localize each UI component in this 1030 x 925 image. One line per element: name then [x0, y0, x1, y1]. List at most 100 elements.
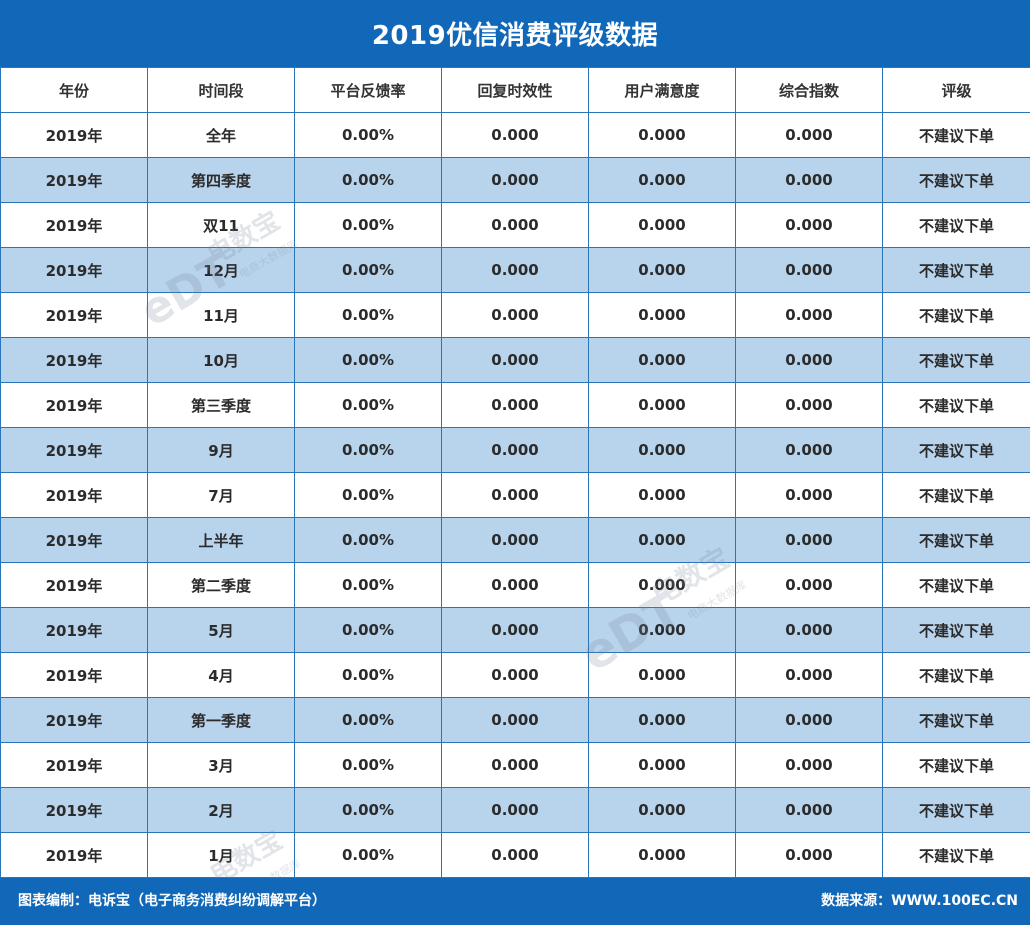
table-cell: 0.000	[735, 652, 883, 698]
table-cell: 0.000	[588, 157, 736, 203]
table-cell: 0.00%	[294, 787, 442, 833]
table-cell: 0.000	[588, 697, 736, 743]
table-row: 2019年 2月 0.00% 0.000 0.000 0.000 不建议下单	[0, 787, 1030, 833]
table-cell: 0.00%	[294, 292, 442, 338]
table-cell: 0.00%	[294, 112, 442, 158]
table-cell: 2019年	[0, 247, 148, 293]
table-cell: 0.000	[441, 382, 589, 428]
table-cell: 2019年	[0, 607, 148, 653]
table-cell: 0.000	[588, 247, 736, 293]
column-header: 评级	[882, 67, 1030, 113]
table-cell: 11月	[147, 292, 295, 338]
table-cell: 0.00%	[294, 652, 442, 698]
table-cell: 第一季度	[147, 697, 295, 743]
table-cell: 2019年	[0, 472, 148, 518]
table-cell: 10月	[147, 337, 295, 383]
table-row: 2019年 全年 0.00% 0.000 0.000 0.000 不建议下单	[0, 112, 1030, 158]
table-cell: 1月	[147, 832, 295, 878]
table-cell: 0.000	[735, 472, 883, 518]
table-cell: 不建议下单	[882, 157, 1030, 203]
table-cell: 0.000	[441, 112, 589, 158]
table-cell: 0.00%	[294, 832, 442, 878]
table-cell: 0.000	[588, 562, 736, 608]
table-cell: 0.00%	[294, 427, 442, 473]
table-cell: 0.00%	[294, 562, 442, 608]
column-header: 平台反馈率	[294, 67, 442, 113]
table-cell: 2019年	[0, 157, 148, 203]
rating-table: 年份 时间段 平台反馈率 回复时效性 用户满意度 综合指数 评级 2019年 全年 0.00% 0…	[0, 67, 1030, 878]
table-cell: 0.000	[441, 472, 589, 518]
table-cell: 0.000	[588, 742, 736, 788]
table-cell: 0.000	[735, 382, 883, 428]
table-cell: 0.000	[735, 607, 883, 653]
table-cell: 0.000	[588, 472, 736, 518]
table-cell: 上半年	[147, 517, 295, 563]
table-row: 2019年 12月 0.00% 0.000 0.000 0.000 不建议下单	[0, 247, 1030, 293]
table-cell: 0.000	[588, 832, 736, 878]
table-cell: 4月	[147, 652, 295, 698]
table-cell: 0.000	[441, 427, 589, 473]
table-cell: 0.000	[735, 742, 883, 788]
table-cell: 0.000	[441, 337, 589, 383]
table-cell: 9月	[147, 427, 295, 473]
table-cell: 0.000	[441, 607, 589, 653]
column-header: 综合指数	[735, 67, 883, 113]
table-cell: 0.000	[588, 652, 736, 698]
column-header: 用户满意度	[588, 67, 736, 113]
table-cell: 0.000	[441, 247, 589, 293]
table-cell: 0.000	[441, 652, 589, 698]
table-cell: 2019年	[0, 742, 148, 788]
table-cell: 0.000	[441, 517, 589, 563]
table-cell: 0.000	[735, 427, 883, 473]
footer-source: 数据来源：WWW.100EC.CN	[821, 893, 1018, 909]
table-cell: 不建议下单	[882, 112, 1030, 158]
table-row: 2019年 5月 0.00% 0.000 0.000 0.000 不建议下单	[0, 607, 1030, 653]
table-cell: 2019年	[0, 787, 148, 833]
table-cell: 不建议下单	[882, 517, 1030, 563]
table-cell: 0.000	[735, 832, 883, 878]
table-cell: 不建议下单	[882, 562, 1030, 608]
table-cell: 2019年	[0, 382, 148, 428]
table-cell: 2019年	[0, 562, 148, 608]
table-cell: 2月	[147, 787, 295, 833]
table-cell: 0.000	[588, 112, 736, 158]
table-cell: 0.000	[735, 292, 883, 338]
table-row: 2019年 第二季度 0.00% 0.000 0.000 0.000 不建议下单	[0, 562, 1030, 608]
table-cell: 0.00%	[294, 697, 442, 743]
footer-bar: 图表编制：电诉宝（电子商务消费纠纷调解平台） 数据来源：WWW.100EC.CN	[0, 878, 1030, 925]
table-cell: 不建议下单	[882, 832, 1030, 878]
table-cell: 第三季度	[147, 382, 295, 428]
table-row: 2019年 上半年 0.00% 0.000 0.000 0.000 不建议下单	[0, 517, 1030, 563]
table-cell: 0.000	[441, 832, 589, 878]
table-row: 2019年 1月 0.00% 0.000 0.000 0.000 不建议下单	[0, 832, 1030, 878]
table-cell: 0.00%	[294, 517, 442, 563]
table-cell: 不建议下单	[882, 202, 1030, 248]
table-row: 2019年 第三季度 0.00% 0.000 0.000 0.000 不建议下单	[0, 382, 1030, 428]
table-cell: 不建议下单	[882, 472, 1030, 518]
table-header-row: 年份 时间段 平台反馈率 回复时效性 用户满意度 综合指数 评级	[0, 67, 1030, 113]
table-cell: 0.000	[441, 742, 589, 788]
table-row: 2019年 第一季度 0.00% 0.000 0.000 0.000 不建议下单	[0, 697, 1030, 743]
table-cell: 第四季度	[147, 157, 295, 203]
table-cell: 0.00%	[294, 247, 442, 293]
table-cell: 0.000	[735, 697, 883, 743]
table-cell: 0.000	[441, 292, 589, 338]
table-cell: 不建议下单	[882, 427, 1030, 473]
column-header: 时间段	[147, 67, 295, 113]
table-cell: 不建议下单	[882, 652, 1030, 698]
table-cell: 2019年	[0, 112, 148, 158]
table-cell: 2019年	[0, 517, 148, 563]
table-cell: 0.000	[735, 112, 883, 158]
table-cell: 2019年	[0, 202, 148, 248]
table-cell: 0.000	[441, 157, 589, 203]
table-cell: 不建议下单	[882, 337, 1030, 383]
table-cell: 0.000	[588, 427, 736, 473]
table-row: 2019年 3月 0.00% 0.000 0.000 0.000 不建议下单	[0, 742, 1030, 788]
table-cell: 0.00%	[294, 607, 442, 653]
table-cell: 12月	[147, 247, 295, 293]
table-cell: 2019年	[0, 697, 148, 743]
table-cell: 0.000	[441, 787, 589, 833]
table-cell: 0.000	[588, 787, 736, 833]
table-cell: 0.00%	[294, 382, 442, 428]
table-cell: 0.000	[588, 292, 736, 338]
